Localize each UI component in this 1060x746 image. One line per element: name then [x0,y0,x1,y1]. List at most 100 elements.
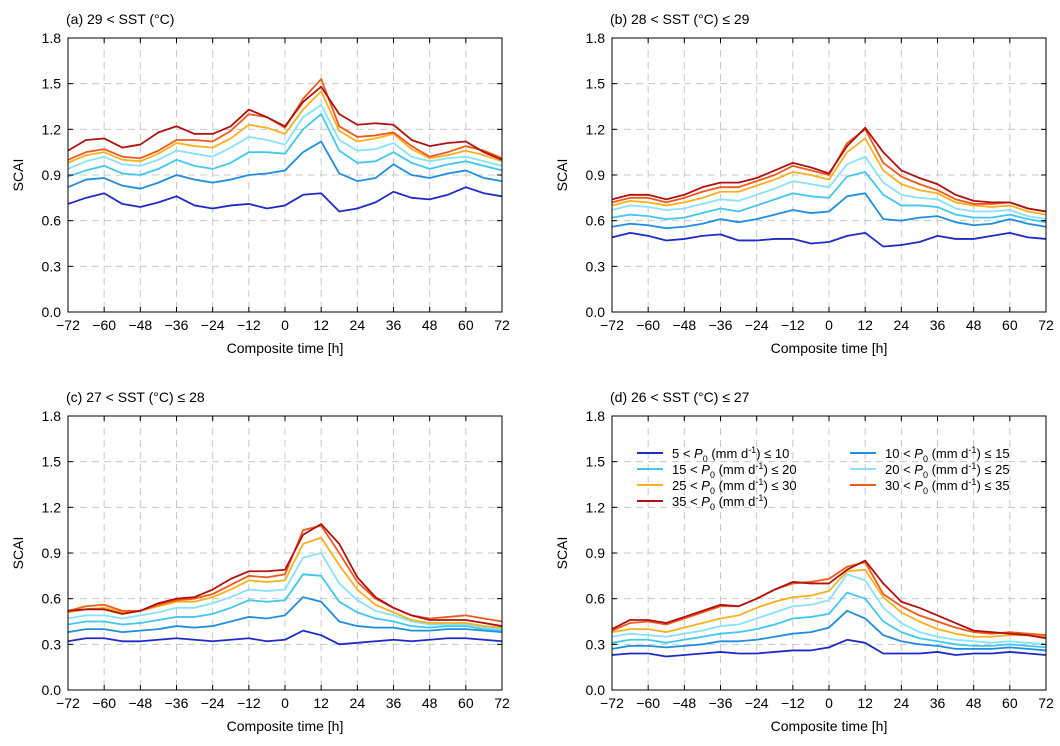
x-tick-label: 36 [386,695,402,711]
x-tick-label: 60 [1002,695,1018,711]
y-tick-label: 1.2 [42,121,62,137]
y-tick-label: 1.2 [586,499,606,515]
y-tick-label: 0.0 [42,682,62,698]
panel-title: (b) 28 < SST (°C) ≤ 29 [610,11,750,27]
y-tick-label: 0.9 [586,167,606,183]
y-tick-label: 1.5 [42,454,62,470]
series-line-0 [611,638,1047,658]
x-tick-label: 48 [422,695,438,711]
legend-entry-2: 15 < P0 (mm d-1) ≤ 20 [672,461,797,480]
y-tick-label: 0.3 [586,636,606,652]
x-tick-label: −12 [237,317,261,333]
series-line-5 [611,561,1047,637]
y-tick-label: 0.0 [586,682,606,698]
x-tick-label: −48 [128,695,152,711]
series-line-6 [67,85,503,161]
x-tick-label: 12 [857,695,873,711]
series-line-0 [67,629,503,646]
x-tick-label: 24 [350,317,366,333]
x-tick-label: 36 [386,317,402,333]
x-tick-label: 72 [1038,317,1054,333]
series-line-6 [67,523,503,627]
legend: 5 < P0 (mm d-1) ≤ 10 10 < P0 (mm d-1) ≤ 1… [637,445,1010,512]
y-tick-label: 0.9 [42,545,62,561]
series-line-2 [67,573,503,632]
series-line-1 [611,609,1047,652]
x-tick-label: 24 [350,695,366,711]
series-line-2 [611,591,1047,649]
x-tick-label: 12 [313,695,329,711]
series-line-5 [67,78,503,161]
x-axis-label: Composite time [h] [771,718,888,734]
panel-1: −72 −60 −48 −36 −24 −12 0 12 24 36 48 60 72 0.0 0.3 0.6… [554,11,1054,356]
series-line-5 [611,128,1047,213]
x-tick-label: −60 [636,317,660,333]
series-line-1 [611,192,1047,230]
x-tick-label: −60 [92,695,116,711]
x-tick-label: 72 [1038,695,1054,711]
panel-2: −72 −60 −48 −36 −24 −12 0 12 24 36 48 60 72 0.0 0.3 0.6… [10,389,510,734]
x-tick-label: 60 [458,695,474,711]
series-line-4 [67,90,503,164]
y-tick-label: 0.9 [586,545,606,561]
legend-entry-5: 30 < P0 (mm d-1) ≤ 35 [885,477,1010,496]
series-line-3 [611,155,1047,221]
legend-entry-4: 25 < P0 (mm d-1) ≤ 30 [672,477,797,496]
x-tick-label: −24 [745,317,769,333]
y-tick-label: 1.5 [586,454,606,470]
x-tick-label: 36 [930,317,946,333]
x-tick-label: −36 [165,695,189,711]
legend-entry-6: 35 < P0 (mm d-1) [672,493,768,512]
x-tick-label: 12 [313,317,329,333]
x-tick-label: −24 [201,317,225,333]
y-tick-label: 0.3 [42,258,62,274]
series-line-2 [611,171,1047,224]
x-tick-label: 60 [458,317,474,333]
x-tick-label: 48 [422,317,438,333]
x-tick-label: −24 [745,695,769,711]
x-tick-label: −36 [165,317,189,333]
y-tick-label: 0.0 [586,304,606,320]
x-tick-label: 48 [966,695,982,711]
x-tick-label: −60 [636,695,660,711]
panel-title: (d) 26 < SST (°C) ≤ 27 [610,389,750,405]
x-tick-label: −36 [709,317,733,333]
x-tick-label: 0 [825,695,833,711]
x-tick-label: −48 [672,695,696,711]
x-tick-label: −72 [56,317,80,333]
x-tick-label: −24 [201,695,225,711]
x-axis-label: Composite time [h] [771,340,888,356]
x-tick-label: 0 [825,317,833,333]
x-tick-label: 24 [894,695,910,711]
y-tick-label: 1.8 [42,30,62,46]
x-tick-label: −12 [781,695,805,711]
y-axis-label: SCAI [554,537,570,570]
x-tick-label: 72 [494,317,510,333]
y-tick-label: 1.5 [42,76,62,92]
y-tick-label: 1.8 [586,30,606,46]
y-tick-label: 0.6 [42,213,62,229]
x-tick-label: 24 [894,317,910,333]
x-axis-label: Composite time [h] [227,340,344,356]
series-line-3 [67,552,503,631]
series-line-2 [67,113,503,178]
y-tick-label: 0.0 [42,304,62,320]
x-tick-label: −48 [128,317,152,333]
legend-entry-1: 10 < P0 (mm d-1) ≤ 15 [885,445,1010,464]
x-tick-label: −72 [600,317,624,333]
y-tick-label: 1.8 [42,408,62,424]
y-tick-label: 0.6 [42,591,62,607]
panel-3: −72 −60 −48 −36 −24 −12 0 12 24 36 48 60 72 0.0 0.3 0.6… [554,389,1054,734]
panel-0: −72 −60 −48 −36 −24 −12 0 12 24 36 48 60 72 0.0 0.3 0.6… [10,11,510,356]
x-tick-label: −72 [600,695,624,711]
x-tick-label: 0 [281,317,289,333]
y-axis-label: SCAI [554,159,570,192]
x-tick-label: −12 [781,317,805,333]
series-line-6 [611,126,1047,213]
x-tick-label: −72 [56,695,80,711]
series-line-1 [67,596,503,634]
x-tick-label: −60 [92,317,116,333]
series-line-3 [67,104,503,170]
y-tick-label: 1.2 [586,121,606,137]
y-tick-label: 0.9 [42,167,62,183]
